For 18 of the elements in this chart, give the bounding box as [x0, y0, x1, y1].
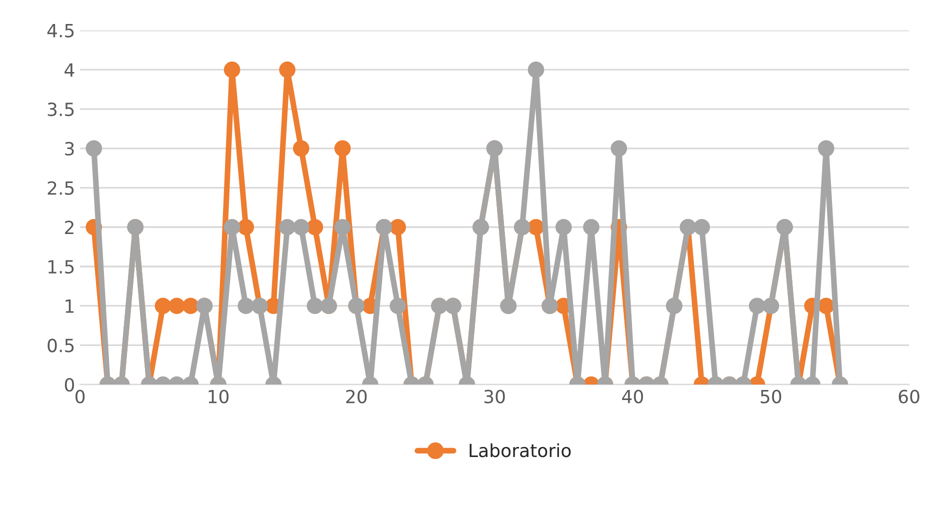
legend-label: Laboratorio — [470, 443, 571, 458]
y-tick-label: 0.5 — [48, 338, 74, 352]
x-tick-label: 40 — [622, 390, 643, 404]
y-tick-label: 0 — [64, 378, 74, 392]
x-tick-label: 0 — [76, 390, 85, 404]
x-tick-label: 30 — [484, 390, 505, 404]
y-tick-label: 3.5 — [48, 102, 74, 116]
y-tick-label: 1 — [66, 300, 74, 313]
y-tick-label: 2 — [65, 220, 74, 234]
y-tick-label: 2.5 — [48, 181, 74, 195]
x-tick-label: 20 — [346, 390, 367, 404]
y-tick-label: 3 — [65, 142, 74, 156]
y-tick-label: 4 — [64, 63, 74, 77]
x-tick-label: 50 — [760, 390, 782, 404]
y-tick-label: 4.5 — [47, 24, 74, 38]
x-tick-label: 60 — [898, 390, 920, 404]
x-tick-label: 10 — [208, 390, 229, 404]
y-tick-label: 1.5 — [48, 260, 74, 274]
